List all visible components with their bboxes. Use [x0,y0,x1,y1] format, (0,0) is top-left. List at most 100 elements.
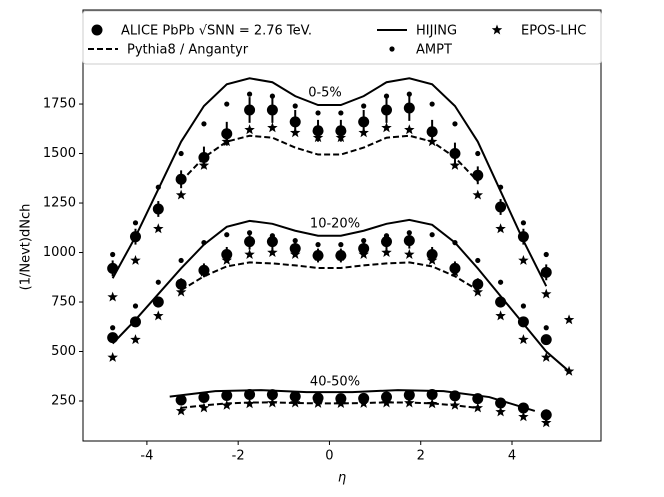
data-point [335,132,347,143]
legend-label: EPOS-LHC [521,24,586,39]
data-point [540,409,552,421]
data-point [175,405,187,416]
legend-label: ALICE PbPb √SNN = 2.76 TeV. [121,24,312,39]
data-point [358,116,370,128]
data-point [244,236,256,248]
data-point [563,365,575,376]
data-point [497,398,504,405]
model-line [181,401,478,409]
data-point [475,257,481,264]
data-point [292,103,298,109]
data-point [358,127,369,138]
data-point [452,121,458,127]
data-point [312,397,324,408]
data-point [563,314,575,325]
data-point [175,173,187,185]
plot-frame [82,9,602,442]
data-point [449,159,461,170]
data-point [381,122,392,133]
data-point [266,104,278,116]
data-point [269,394,276,400]
data-point [267,247,278,257]
data-point [289,116,301,128]
legend-label: AMPT [416,43,452,58]
data-point [518,411,529,422]
model-line [180,261,479,291]
x-tick-label: -2 [232,449,245,464]
data-point [246,393,253,399]
data-point [246,230,253,236]
data-point [380,104,392,116]
data-point [244,124,255,135]
y-tick-label: 1250 [43,196,76,211]
data-point [338,242,344,248]
data-point [198,402,210,413]
data-point [429,232,435,238]
data-point [221,136,232,147]
data-point [361,238,367,244]
data-point [201,396,207,402]
data-point [110,251,116,258]
data-point [472,189,484,200]
data-point [312,125,324,137]
data-point [406,394,412,400]
y-tick-label: 1000 [43,245,76,260]
data-point [335,125,347,137]
data-point [495,223,506,234]
data-point [426,398,438,409]
data-point [221,249,233,261]
data-point [383,93,390,99]
data-point [358,249,369,259]
data-point [406,91,412,97]
data-point [153,223,164,234]
data-point [289,127,301,138]
data-point [475,150,481,157]
data-point [175,278,187,290]
data-point [175,189,187,200]
data-point [107,262,119,274]
data-point [178,257,184,264]
data-point [429,393,435,399]
data-point [244,398,255,409]
data-point [403,235,415,247]
data-point [358,243,370,255]
data-point [495,406,506,417]
data-point [497,279,504,285]
data-point [452,240,458,246]
data-point [244,104,256,116]
data-point [152,296,164,308]
data-point [358,397,369,408]
data-point [406,230,412,236]
data-point [541,351,552,362]
data-point [221,399,232,410]
data-point [178,150,184,157]
data-point [520,403,527,409]
data-point [404,397,415,408]
data-point [426,136,438,147]
data-point [518,334,529,345]
data-point [175,286,187,297]
data-point [178,398,184,404]
data-point [472,402,484,413]
y-tick-label: 750 [51,295,76,310]
data-point [315,110,321,116]
data-point [129,316,141,328]
data-point [338,110,344,116]
data-point [520,303,527,309]
centrality-label: 40-50% [310,375,360,390]
data-point [495,201,507,213]
data-point [475,396,481,402]
y-tick-label: 250 [51,394,76,409]
data-point [472,278,484,290]
data-point [497,184,504,190]
data-point [449,399,461,410]
x-tick-label: 4 [508,449,516,464]
data-point [289,397,301,408]
data-point [269,93,276,99]
data-point [198,159,210,170]
data-point [267,122,278,133]
model-line [169,389,536,412]
data-point [107,291,118,302]
data-point [472,286,484,297]
